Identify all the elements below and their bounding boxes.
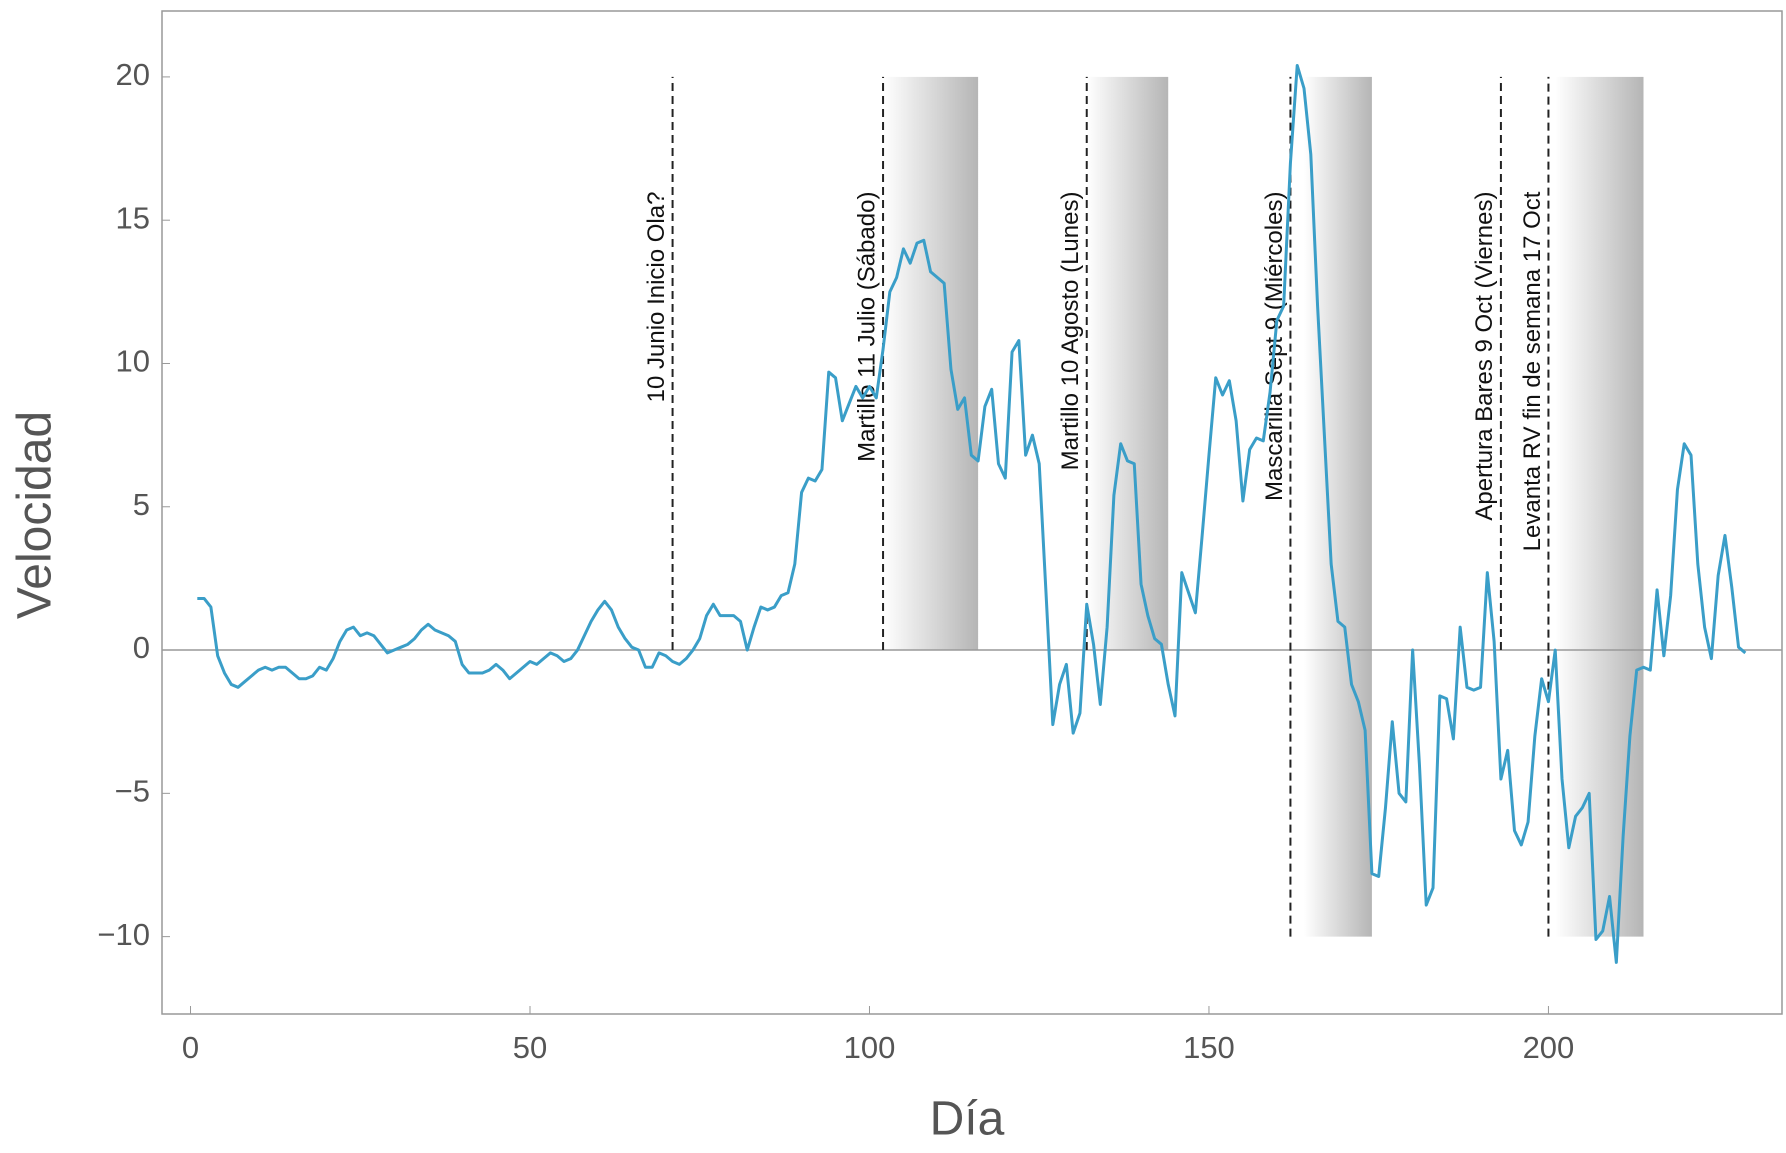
- x-tick-label: 0: [182, 1030, 199, 1065]
- event-label: 10 Junio Inicio Ola?: [643, 192, 670, 403]
- x-tick-label: 150: [1183, 1030, 1235, 1065]
- shaded-band: [1555, 76, 1644, 937]
- event-label: Levanta RV fin de semana 17 Oct: [1519, 191, 1546, 551]
- shaded-band: [1304, 76, 1372, 937]
- y-tick-label: −5: [115, 774, 150, 809]
- y-tick-label: −10: [97, 917, 150, 952]
- event-label: Martillo 10 Agosto (Lunes): [1057, 192, 1084, 471]
- event-label: Apertura Bares 9 Oct (Viernes): [1471, 192, 1498, 521]
- x-tick-label: 100: [844, 1030, 896, 1065]
- shaded-band: [1086, 76, 1169, 651]
- y-axis-title: Velocidad: [9, 411, 62, 619]
- y-tick-label: 0: [133, 630, 150, 665]
- y-tick-label: 15: [116, 200, 150, 235]
- plot-frame: [161, 10, 1783, 1015]
- shaded-band: [883, 76, 979, 651]
- x-axis-title: Día: [930, 1093, 1005, 1146]
- x-tick-label: 200: [1523, 1030, 1575, 1065]
- y-tick-label: 20: [116, 57, 150, 92]
- y-tick-label: 10: [116, 344, 150, 379]
- data-line: [197, 63, 1747, 964]
- x-tick-label: 50: [513, 1030, 547, 1065]
- event-label: Martillo 11 Julio (Sábado): [853, 192, 880, 462]
- y-tick-label: 5: [133, 487, 150, 522]
